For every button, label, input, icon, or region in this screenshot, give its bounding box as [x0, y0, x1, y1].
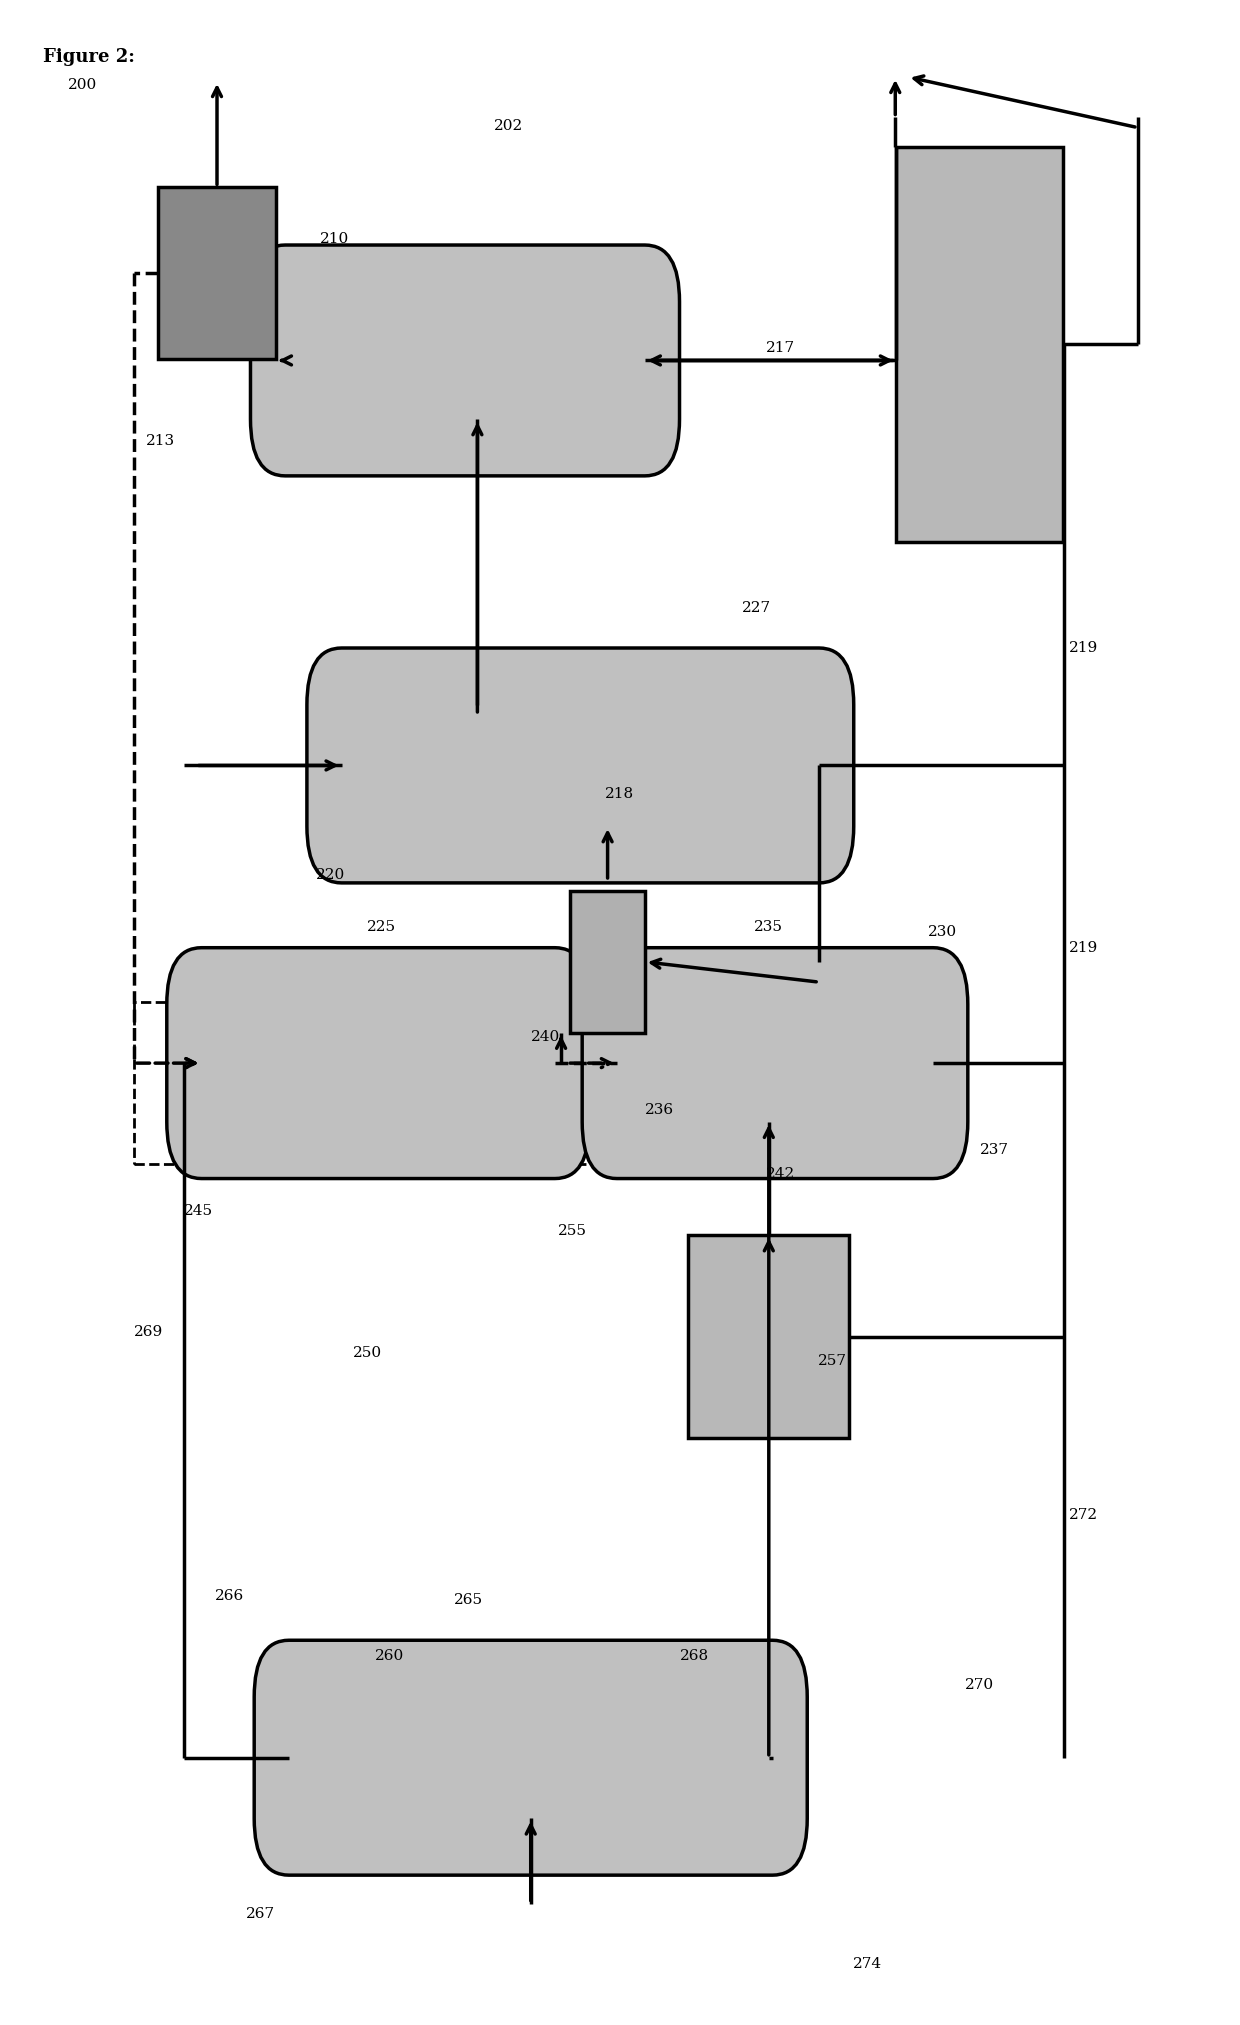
Text: 218: 218 [605, 788, 634, 800]
Text: 265: 265 [454, 1594, 484, 1606]
Text: 255: 255 [558, 1225, 588, 1237]
Text: Figure 2:: Figure 2: [43, 49, 135, 65]
FancyBboxPatch shape [308, 648, 853, 883]
Bar [895, 148, 1064, 543]
Text: 236: 236 [645, 1104, 673, 1116]
Text: 225: 225 [367, 921, 397, 934]
Text: 200: 200 [68, 79, 98, 91]
FancyBboxPatch shape [583, 948, 967, 1179]
Text: 270: 270 [965, 1679, 994, 1691]
Text: 269: 269 [134, 1326, 164, 1339]
FancyBboxPatch shape [254, 1640, 807, 1875]
Text: 260: 260 [374, 1650, 404, 1663]
Bar [570, 891, 645, 1033]
Text: 267: 267 [246, 1908, 274, 1920]
Text: 272: 272 [1069, 1509, 1097, 1521]
Text: 213: 213 [146, 435, 175, 448]
Text: 240: 240 [531, 1031, 560, 1043]
Text: 266: 266 [215, 1590, 244, 1602]
Text: 235: 235 [754, 921, 784, 934]
Text: 230: 230 [928, 925, 956, 938]
Text: 274: 274 [853, 1958, 882, 1970]
Text: 210: 210 [320, 233, 350, 245]
Text: 242: 242 [766, 1168, 796, 1181]
Text: 250: 250 [353, 1347, 382, 1359]
Text: 219: 219 [1069, 942, 1099, 954]
Text: 219: 219 [1069, 642, 1099, 654]
Text: 257: 257 [818, 1355, 847, 1367]
Text: 217: 217 [766, 342, 795, 354]
Text: 227: 227 [742, 601, 771, 614]
FancyBboxPatch shape [250, 245, 680, 476]
Text: 237: 237 [980, 1144, 1008, 1156]
Bar [134, 1002, 665, 1164]
FancyBboxPatch shape [166, 948, 590, 1179]
Text: 220: 220 [316, 869, 346, 881]
Bar [688, 1235, 849, 1438]
Text: 202: 202 [494, 119, 523, 132]
Text: 245: 245 [184, 1205, 212, 1217]
Bar [159, 188, 275, 360]
Text: 268: 268 [680, 1650, 708, 1663]
